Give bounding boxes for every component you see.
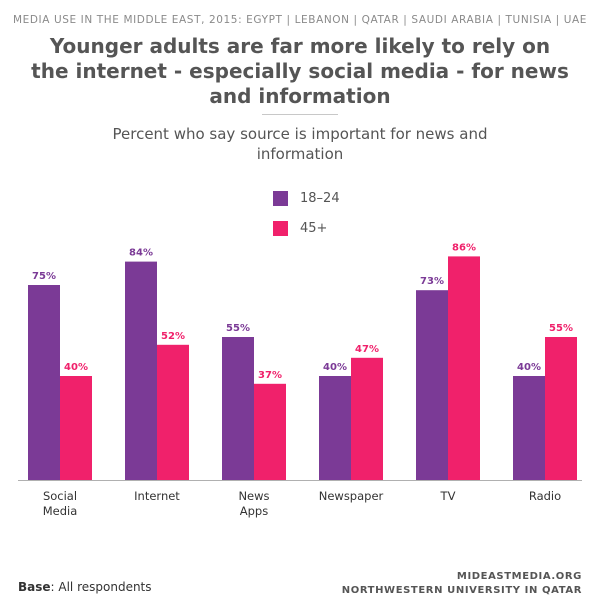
data-label: 75%: [32, 271, 56, 282]
category-label-line: TV: [440, 489, 456, 503]
data-label: 40%: [64, 362, 88, 373]
bar: [254, 383, 286, 480]
bar: [513, 376, 545, 480]
data-label: 55%: [226, 323, 250, 334]
base-note: Base: All respondents: [18, 580, 152, 594]
source-credit: MIDEASTMEDIA.ORG NORTHWESTERN UNIVERSITY…: [342, 570, 582, 598]
bar: [416, 290, 448, 480]
category-label-line: Newspaper: [319, 489, 384, 503]
category-label: News Apps: [238, 489, 269, 518]
category-label-line: News: [238, 489, 269, 503]
data-label: 86%: [452, 242, 476, 253]
bar: [448, 256, 480, 480]
bar: [157, 344, 189, 480]
data-label: 37%: [258, 370, 282, 381]
data-label: 47%: [355, 344, 379, 355]
data-label: 52%: [161, 331, 185, 342]
chart-legend: 18–24 45+: [273, 188, 340, 248]
base-label: Base: [18, 580, 51, 594]
data-label: 73%: [420, 276, 444, 287]
legend-label-series-b: 45+: [300, 220, 328, 236]
data-label: 40%: [517, 362, 541, 373]
bar: [222, 337, 254, 480]
category-label-line: Media: [43, 504, 78, 518]
chart-title: Younger adults are far more likely to re…: [31, 34, 569, 108]
bar: [60, 376, 92, 480]
legend-item-series-b: 45+: [273, 218, 340, 238]
title-divider: [262, 114, 338, 115]
category-label: Radio: [529, 489, 561, 503]
category-label: Social Media: [43, 489, 78, 518]
category-label-line: Radio: [529, 489, 561, 503]
legend-swatch-series-b: [273, 220, 288, 236]
category-label: Internet: [134, 489, 180, 503]
report-kicker: MEDIA USE IN THE MIDDLE EAST, 2015: EGYP…: [12, 14, 588, 26]
data-label: 84%: [129, 248, 153, 259]
bar-chart: 75% 40% Social Media 84% 52% Internet 55% 37% New…: [18, 242, 582, 518]
base-text: : All respondents: [50, 580, 152, 594]
bar: [125, 261, 157, 480]
bar: [28, 285, 60, 480]
legend-swatch-series-a: [273, 190, 288, 206]
category-label: Newspaper: [319, 489, 384, 503]
data-label: 55%: [549, 323, 573, 334]
source-site: MIDEASTMEDIA.ORG: [456, 571, 582, 582]
data-label: 40%: [323, 362, 347, 373]
legend-label-series-a: 18–24: [300, 190, 340, 206]
bar: [545, 337, 577, 480]
chart-subtitle: Percent who say source is important for …: [112, 125, 488, 163]
source-institution: NORTHWESTERN UNIVERSITY IN QATAR: [341, 585, 582, 596]
category-label-line: Social: [43, 489, 77, 503]
legend-item-series-a: 18–24: [273, 188, 340, 208]
bar: [351, 357, 383, 480]
category-label: TV: [440, 489, 456, 503]
category-label-line: Apps: [240, 504, 268, 518]
category-label-line: Internet: [134, 489, 180, 503]
bar: [319, 376, 351, 480]
